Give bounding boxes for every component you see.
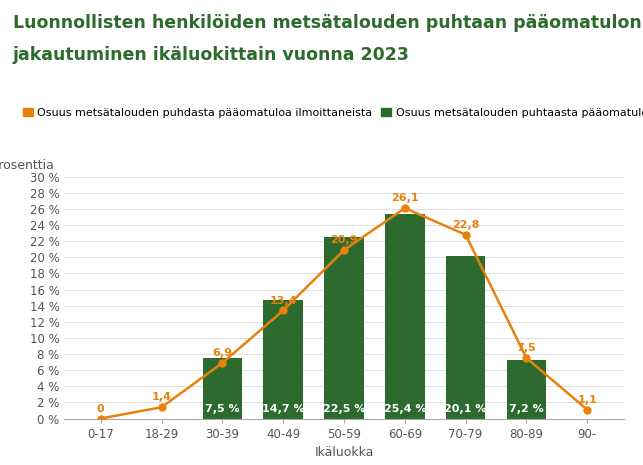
Text: Luonnollisten henkilöiden metsätalouden puhtaan pääomatulon: Luonnollisten henkilöiden metsätalouden … bbox=[13, 14, 642, 32]
Text: 7,5 %: 7,5 % bbox=[205, 404, 240, 414]
Legend: Osuus metsätalouden puhdasta pääomatuloa ilmoittaneista, Osuus metsätalouden puh: Osuus metsätalouden puhdasta pääomatuloa… bbox=[19, 103, 643, 122]
Bar bbox=[324, 237, 364, 418]
Text: 1,4: 1,4 bbox=[152, 392, 172, 402]
Text: 13,4: 13,4 bbox=[269, 296, 297, 306]
Bar bbox=[203, 358, 242, 418]
Text: 7,2 %: 7,2 % bbox=[509, 404, 544, 414]
X-axis label: Ikäluokka: Ikäluokka bbox=[314, 446, 374, 459]
Text: 22,5 %: 22,5 % bbox=[323, 404, 365, 414]
Text: 0: 0 bbox=[97, 404, 105, 414]
Text: 14,7 %: 14,7 % bbox=[262, 404, 305, 414]
Text: 20,9: 20,9 bbox=[331, 235, 358, 245]
Text: 25,4 %: 25,4 % bbox=[384, 404, 426, 414]
Bar bbox=[446, 257, 485, 418]
Text: 26,1: 26,1 bbox=[391, 193, 419, 203]
Text: 6,9: 6,9 bbox=[212, 348, 232, 358]
Bar bbox=[264, 300, 303, 418]
Text: 22,8: 22,8 bbox=[452, 220, 480, 230]
Text: jakautuminen ikäluokittain vuonna 2023: jakautuminen ikäluokittain vuonna 2023 bbox=[13, 46, 410, 65]
Bar bbox=[507, 360, 546, 418]
Text: 1,1: 1,1 bbox=[577, 395, 597, 405]
Text: 7,5: 7,5 bbox=[516, 343, 536, 353]
Bar bbox=[385, 214, 424, 418]
Text: 20,1 %: 20,1 % bbox=[444, 404, 487, 414]
Text: Prosenttia: Prosenttia bbox=[0, 159, 55, 172]
